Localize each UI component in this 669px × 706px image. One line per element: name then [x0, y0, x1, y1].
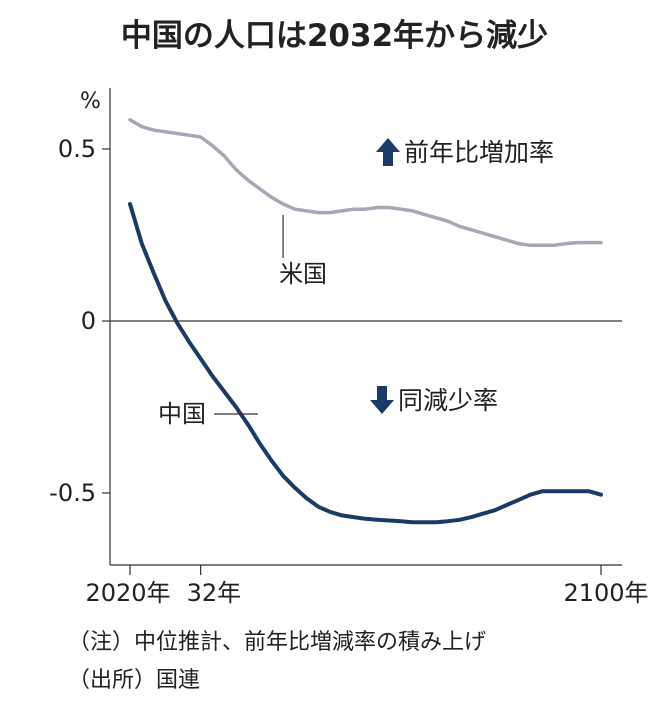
y-tick-label: 0.5	[58, 135, 96, 163]
annotation-decrease-rate: 同減少率	[398, 386, 498, 415]
series-label-china: 中国	[158, 400, 206, 428]
annotation-increase-rate: 前年比増加率	[404, 138, 554, 167]
y-tick-label: -0.5	[49, 479, 96, 507]
x-tick-label: 2020年	[85, 579, 170, 607]
series-line-china	[128, 202, 603, 525]
y-axis-unit-label: %	[80, 89, 101, 114]
note-line-2: （出所）国連	[68, 668, 201, 693]
x-tick-label: 32年	[187, 579, 242, 607]
y-tick-label: 0	[81, 307, 96, 335]
down-arrow-icon	[370, 386, 394, 414]
axes	[102, 88, 622, 575]
x-tick-label: 2100年	[563, 579, 648, 607]
series-line-usa	[128, 118, 603, 248]
series-label-usa: 米国	[279, 260, 327, 288]
up-arrow-icon	[376, 138, 400, 166]
chart-title: 中国の人口は2032年から減少	[120, 18, 549, 54]
series-layer	[128, 118, 603, 525]
note-line-1: （注）中位推計、前年比増減率の積み上げ	[68, 630, 487, 655]
